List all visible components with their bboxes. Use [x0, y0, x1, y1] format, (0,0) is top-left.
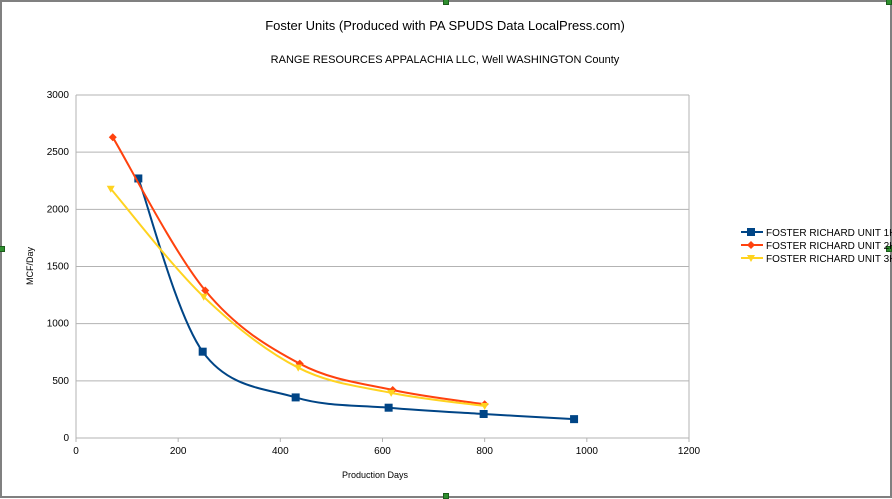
legend-marker: [747, 228, 755, 236]
y-tick-label: 500: [52, 376, 69, 387]
legend-item: FOSTER RICHARD UNIT 2H: [741, 241, 892, 252]
y-tick-label: 1500: [47, 262, 70, 273]
legend-label: FOSTER RICHARD UNIT 3H: [766, 254, 892, 265]
data-point: [199, 293, 208, 301]
data-point: [480, 402, 489, 410]
selection-handle-top[interactable]: [443, 0, 449, 5]
legend-item: FOSTER RICHARD UNIT 3H: [741, 254, 892, 265]
data-point: [570, 415, 579, 424]
series-3: [106, 185, 489, 410]
data-point: [384, 403, 393, 412]
data-point: [198, 347, 207, 356]
tick-labels: 0 500 1000 1500 2000 2500 3000 0 200 400 600 800 100…: [47, 90, 701, 457]
data-point: [201, 286, 210, 295]
selection-handle-left[interactable]: [0, 246, 5, 252]
legend-label: FOSTER RICHARD UNIT 1H: [766, 228, 892, 239]
y-tick-label: 3000: [47, 90, 70, 101]
chart-subtitle: RANGE RESOURCES APPALACHIA LLC, Well WAS…: [271, 54, 620, 66]
x-tick-label: 0: [73, 446, 79, 457]
y-axis-label: MCF/Day: [25, 247, 35, 285]
legend-marker: [747, 255, 755, 262]
data-point: [106, 185, 115, 193]
legend-marker: [747, 241, 755, 249]
x-tick-label: 600: [374, 446, 391, 457]
y-tick-label: 2000: [47, 204, 70, 215]
chart-title: Foster Units (Produced with PA SPUDS Dat…: [265, 18, 625, 33]
series-group: [106, 133, 579, 424]
y-tick-label: 1000: [47, 319, 70, 330]
data-point: [108, 133, 117, 142]
data-point: [479, 409, 488, 418]
x-tick-label: 200: [170, 446, 187, 457]
gridlines: [75, 94, 690, 442]
data-point: [134, 174, 143, 183]
legend: FOSTER RICHARD UNIT 1H FOSTER RICHARD UNI…: [741, 228, 892, 265]
legend-label: FOSTER RICHARD UNIT 2H: [766, 241, 892, 252]
series-line: [111, 136, 485, 406]
series-1: [134, 174, 579, 424]
x-tick-label: 1000: [576, 446, 599, 457]
data-point: [294, 364, 303, 372]
data-point: [291, 393, 300, 402]
x-tick-label: 800: [476, 446, 493, 457]
x-tick-label: 1200: [678, 446, 701, 457]
legend-item: FOSTER RICHARD UNIT 1H: [741, 228, 892, 239]
x-axis-label: Production Days: [342, 470, 409, 480]
x-tick-label: 400: [272, 446, 289, 457]
y-tick-label: 2500: [47, 147, 70, 158]
series-line: [109, 188, 485, 407]
y-tick-label: 0: [63, 433, 69, 444]
data-point: [387, 389, 396, 397]
